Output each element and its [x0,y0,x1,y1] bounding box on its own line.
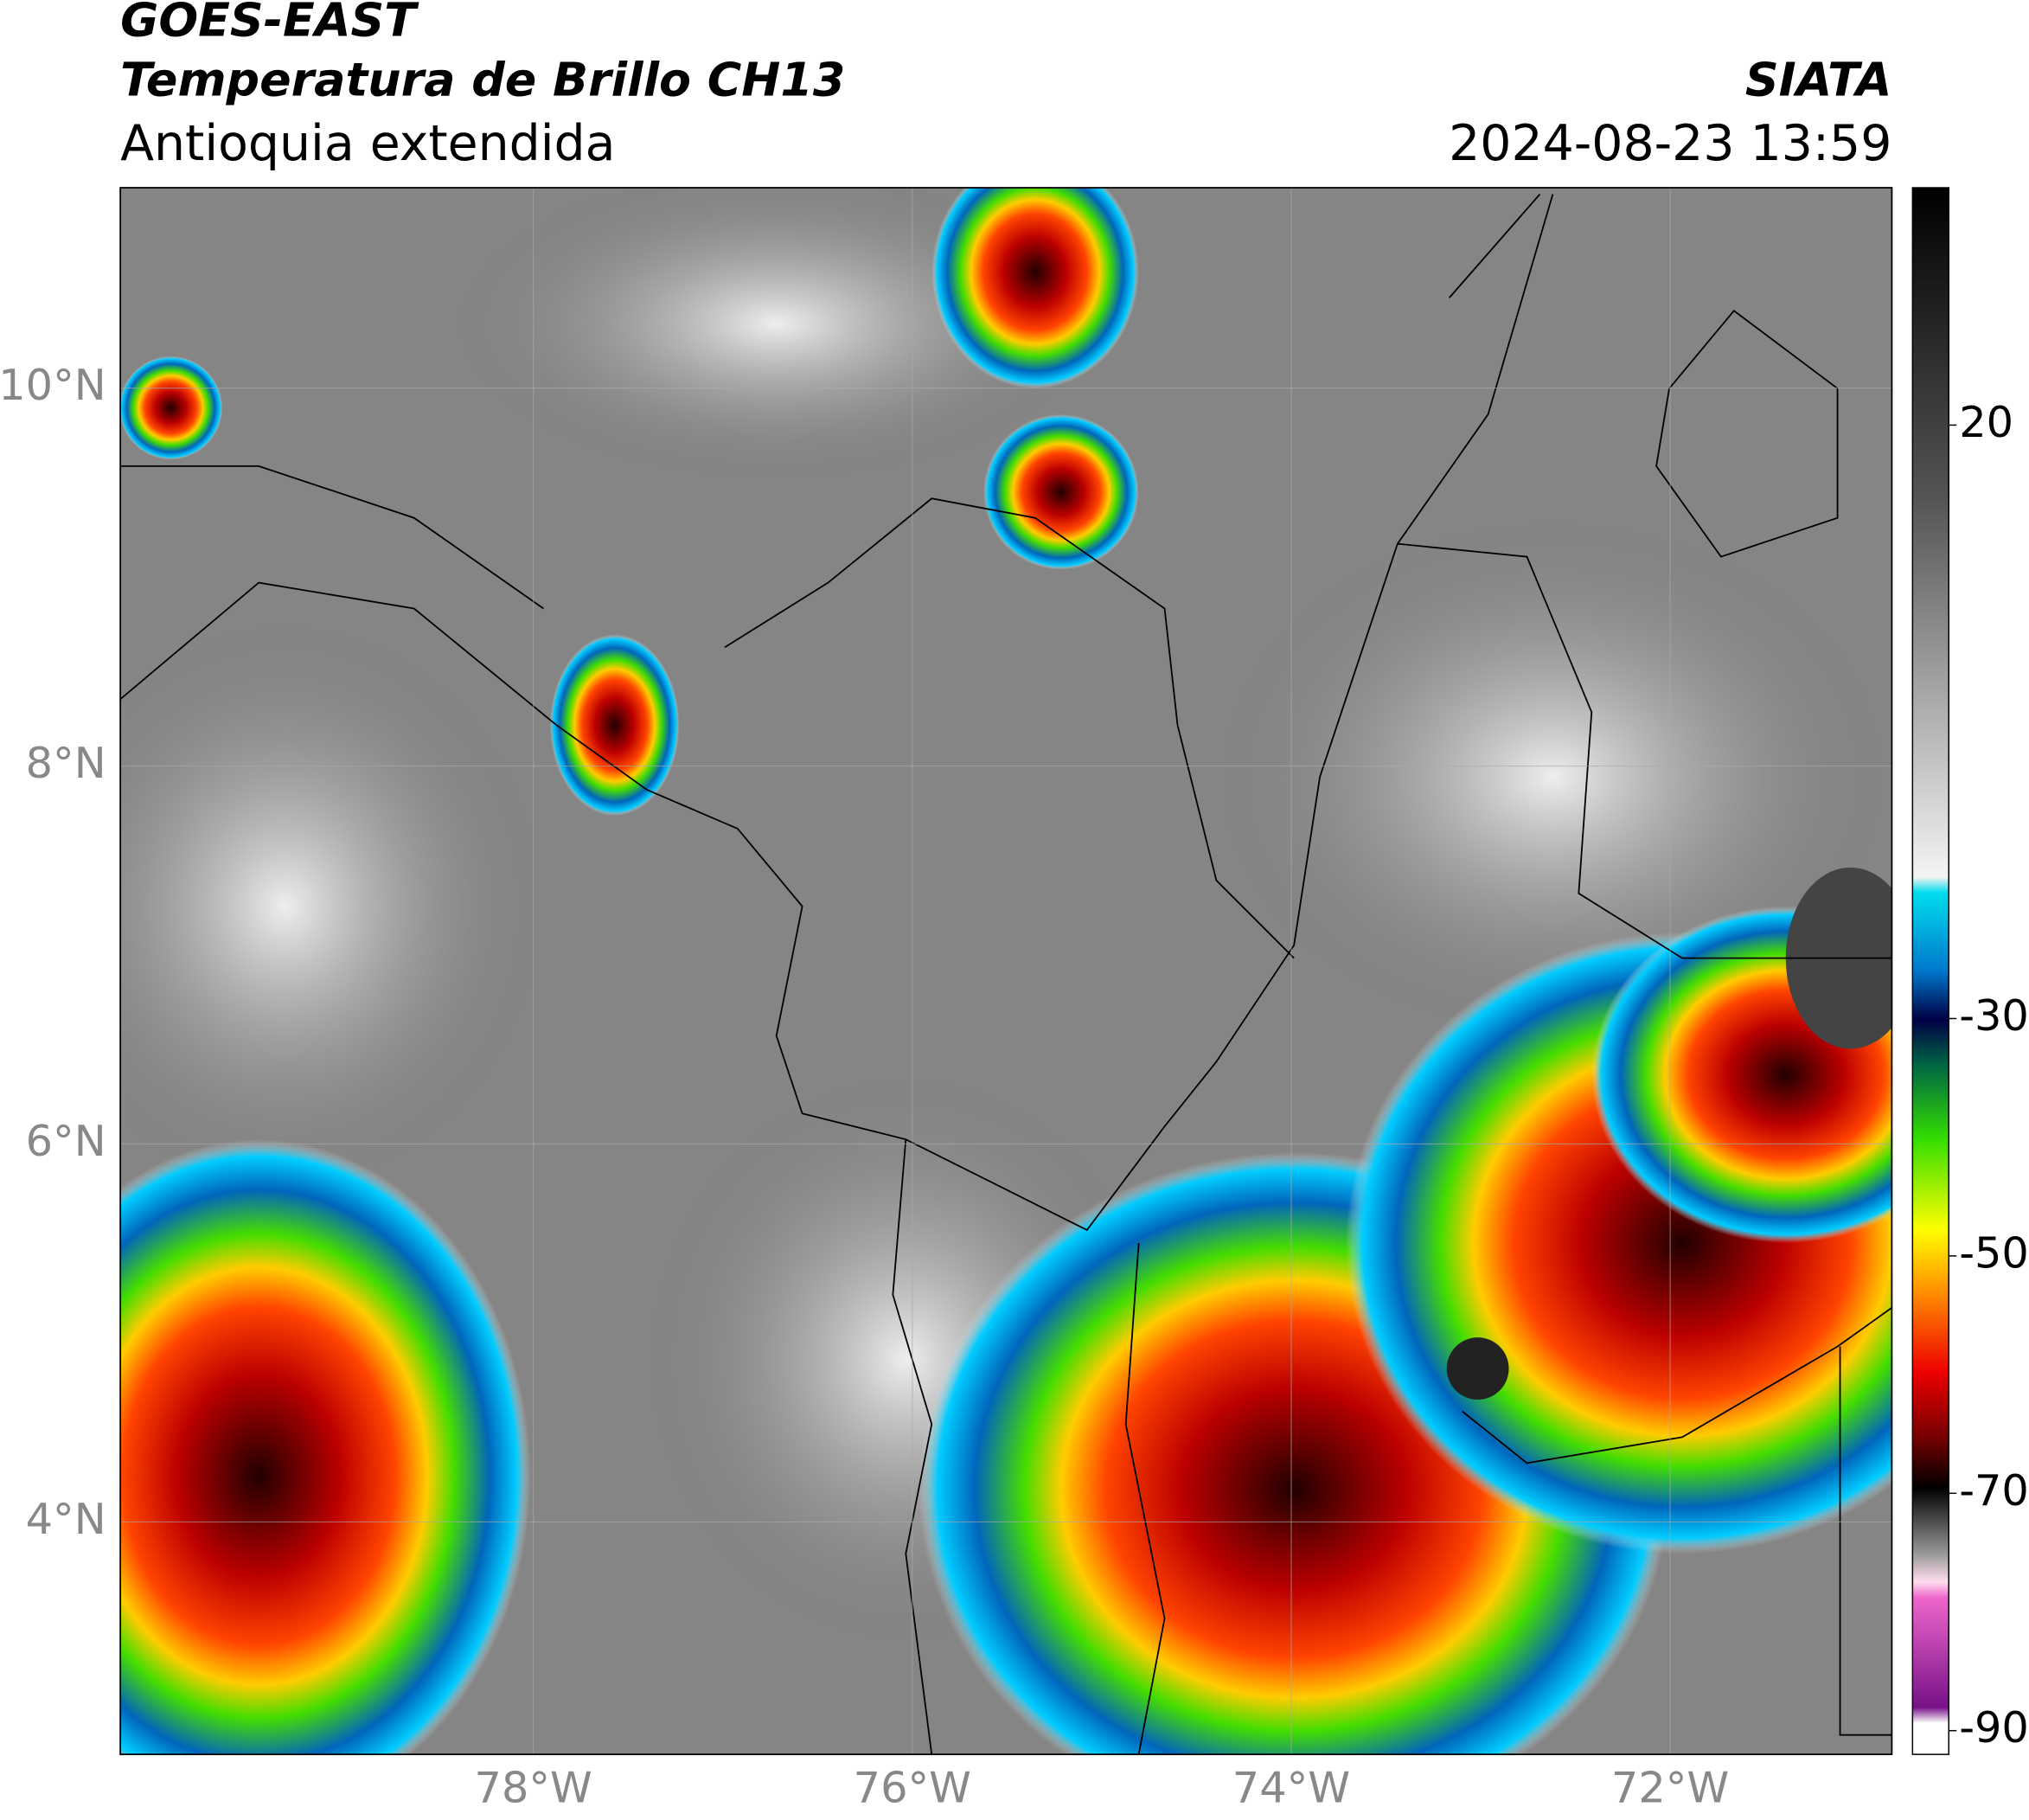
storm [931,188,1139,388]
storm [120,1139,531,1755]
region: Antioquia extendida [120,115,615,172]
colorbar [1911,187,1949,1755]
x-tick-label: 76°W [854,1763,971,1813]
storm [549,634,680,816]
y-tick-label: 4°N [26,1494,106,1544]
cloud [1216,517,1890,1036]
y-tick-label: 8°N [26,738,106,788]
source: SIATA [1745,52,1892,106]
x-tick-label: 74°W [1232,1763,1350,1813]
satellite: GOES-EAST [120,0,419,48]
colorbar-tick-label: -90 [1959,1702,2029,1753]
colorbar-tick-label: 20 [1959,397,2013,447]
colorbar-tick-label: -70 [1959,1465,2029,1516]
borders [120,193,1892,1755]
colorbar-tick-label: -50 [1959,1227,2029,1278]
grid [120,188,1892,1755]
cloud [120,621,544,1191]
y-tick-label: 10°N [0,360,106,410]
storm [120,356,223,460]
x-tick-label: 78°W [475,1763,592,1813]
map-frame [119,187,1893,1756]
satellite-image [120,188,1892,1755]
product: Temperatura de Brillo CH13 [120,52,845,106]
colorbar-tick-label: -30 [1959,990,2029,1041]
datetime: 2024-08-23 13:59 [1449,115,1891,172]
storm [983,413,1139,570]
x-tick-label: 72°W [1611,1763,1729,1813]
y-tick-label: 6°N [26,1116,106,1166]
overshooting-top [1446,1337,1509,1400]
